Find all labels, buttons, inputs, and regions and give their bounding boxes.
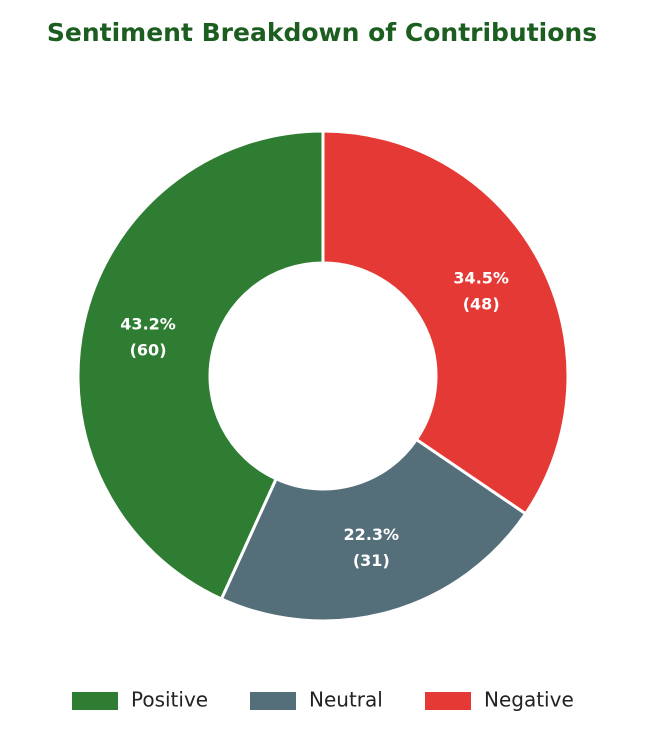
legend-swatch [72, 692, 118, 710]
legend-label: Positive [131, 688, 208, 712]
slice [321, 129, 570, 516]
legend-swatch [425, 692, 471, 710]
value-label: 43.2% [120, 315, 176, 334]
legend-label: Neutral [309, 688, 383, 712]
legend-swatch [250, 692, 296, 710]
count-label: (48) [463, 295, 500, 314]
count-label: (60) [130, 341, 167, 360]
count-label: (31) [353, 551, 390, 570]
value-label: 22.3% [344, 525, 400, 544]
slice [219, 437, 528, 623]
value-label: 34.5% [453, 269, 509, 288]
chart-title: Sentiment Breakdown of Contributions [47, 18, 597, 47]
legend-label: Negative [484, 688, 574, 712]
slice [76, 129, 325, 601]
